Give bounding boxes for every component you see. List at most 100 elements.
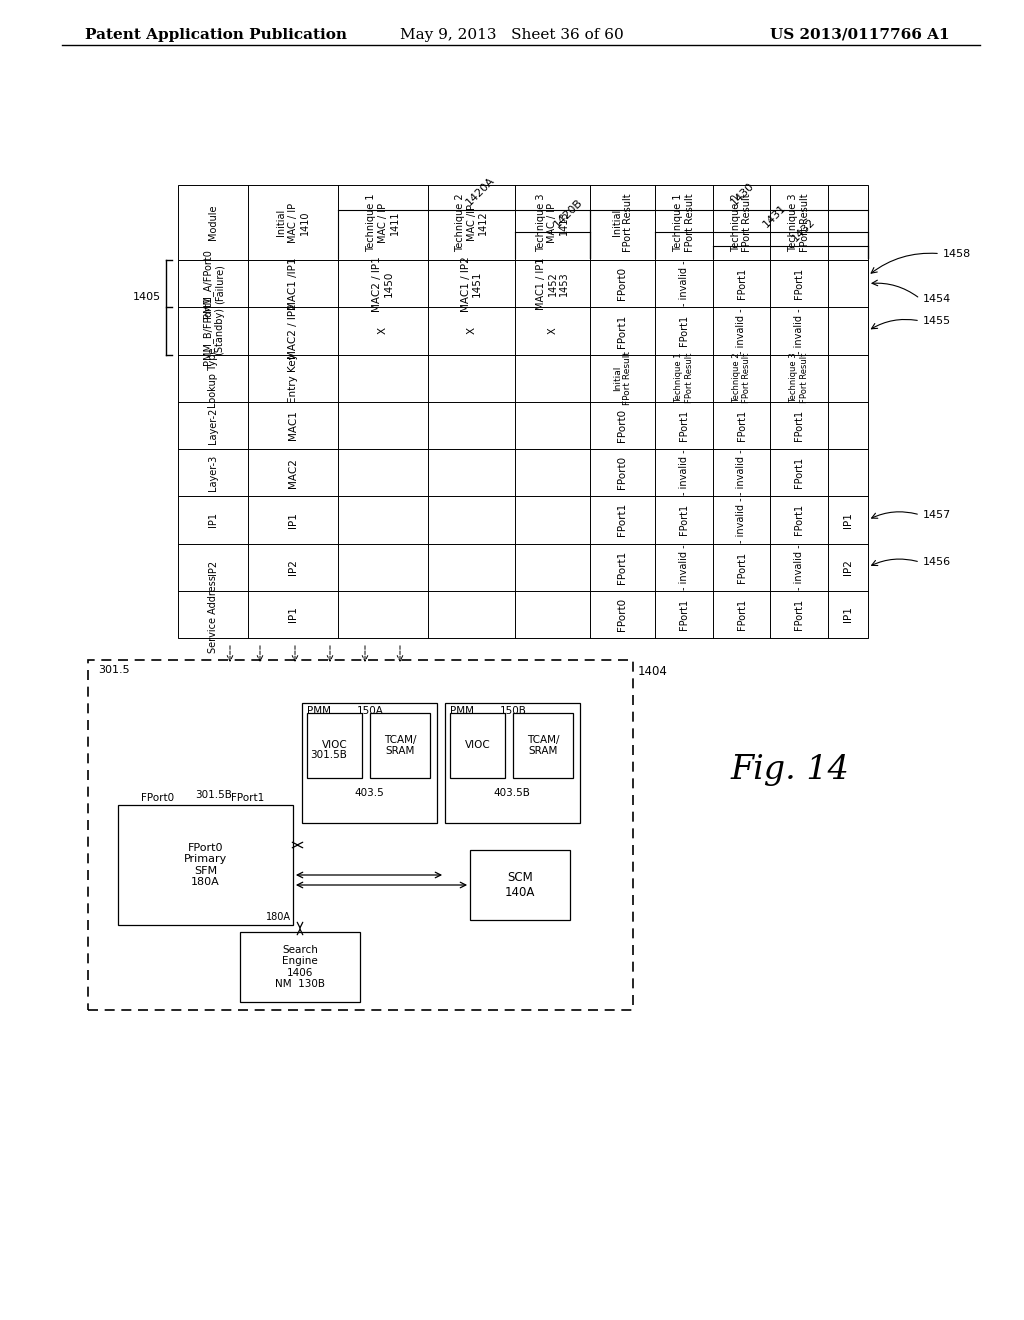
- Text: FPort1: FPort1: [679, 599, 689, 630]
- Text: Technique 2
MAC /IP
1412: Technique 2 MAC /IP 1412: [455, 193, 488, 252]
- Text: US 2013/0117766 A1: US 2013/0117766 A1: [770, 28, 950, 42]
- Text: - invalid -: - invalid -: [679, 544, 689, 590]
- Text: Layer-2: Layer-2: [208, 407, 218, 444]
- Text: Layer-3: Layer-3: [208, 454, 218, 491]
- Text: IP1: IP1: [288, 512, 298, 528]
- Text: IP1: IP1: [208, 512, 218, 528]
- Text: Initial
FPort Result: Initial FPort Result: [611, 193, 633, 252]
- Text: Technique 2
FPort Result: Technique 2 FPort Result: [731, 193, 753, 252]
- Text: FPort1: FPort1: [736, 409, 746, 441]
- Text: FPort0: FPort0: [617, 409, 628, 442]
- Text: MAC1 / IP1
1452
1453: MAC1 / IP1 1452 1453: [536, 257, 569, 310]
- Text: FPort1: FPort1: [679, 409, 689, 441]
- Text: Technique 3
FPort Result: Technique 3 FPort Result: [790, 352, 809, 404]
- Text: IP1: IP1: [843, 606, 853, 622]
- Text: FPort1: FPort1: [794, 268, 804, 300]
- Bar: [178, 260, 868, 638]
- Text: PMM_A/FPort0
(Failure): PMM_A/FPort0 (Failure): [202, 249, 224, 318]
- Text: May 9, 2013   Sheet 36 of 60: May 9, 2013 Sheet 36 of 60: [400, 28, 624, 42]
- Bar: [513, 713, 573, 777]
- Bar: [88, 660, 633, 1010]
- Text: - invalid -: - invalid -: [679, 450, 689, 495]
- Text: MAC2: MAC2: [288, 458, 298, 487]
- Text: MAC1 / IP2
1451: MAC1 / IP2 1451: [461, 256, 482, 312]
- Text: FPort1: FPort1: [617, 503, 628, 536]
- Text: Entry Key: Entry Key: [288, 354, 298, 403]
- Text: MAC2 / IP2: MAC2 / IP2: [288, 304, 298, 359]
- Text: Initial
FPort Result: Initial FPort Result: [612, 351, 632, 405]
- Text: Technique 2
FPort Result: Technique 2 FPort Result: [732, 352, 752, 404]
- Text: 301.5B: 301.5B: [310, 750, 347, 760]
- Text: Technique 1
FPort Result: Technique 1 FPort Result: [674, 352, 693, 404]
- Text: FPort1: FPort1: [794, 599, 804, 630]
- Text: FPort0
Primary
SFM
180A: FPort0 Primary SFM 180A: [184, 842, 227, 887]
- Text: 1431: 1431: [762, 202, 788, 228]
- Text: Initial
MAC / IP
1410: Initial MAC / IP 1410: [276, 202, 309, 243]
- Text: Patent Application Publication: Patent Application Publication: [85, 28, 347, 42]
- Text: PMM_B/FPort1
(Standby): PMM_B/FPort1 (Standby): [202, 297, 224, 366]
- Text: IP2: IP2: [208, 560, 218, 574]
- Text: 1405: 1405: [133, 292, 161, 302]
- Text: FPort1: FPort1: [736, 552, 746, 582]
- Text: 1457: 1457: [923, 510, 951, 520]
- Bar: [370, 713, 430, 777]
- Text: - invalid -: - invalid -: [736, 308, 746, 354]
- Text: SCM
140A: SCM 140A: [505, 871, 536, 899]
- Text: X: X: [467, 327, 476, 334]
- Text: - invalid -: - invalid -: [736, 498, 746, 543]
- Text: FPort1: FPort1: [617, 550, 628, 583]
- Text: MAC1 /IP1: MAC1 /IP1: [288, 257, 298, 310]
- Text: FPort1: FPort1: [231, 793, 264, 803]
- Bar: [240, 932, 360, 1002]
- Text: PMM: PMM: [307, 706, 331, 715]
- Text: Lookup Type: Lookup Type: [208, 348, 218, 408]
- Text: Service Address: Service Address: [208, 576, 218, 653]
- Bar: [470, 850, 570, 920]
- Text: 1420A: 1420A: [464, 174, 497, 207]
- Text: FPort0: FPort0: [617, 598, 628, 631]
- Bar: [450, 713, 505, 777]
- Text: - invalid -: - invalid -: [794, 308, 804, 354]
- Text: FPort0: FPort0: [617, 457, 628, 490]
- Text: - invalid -: - invalid -: [794, 544, 804, 590]
- Text: FPort1: FPort1: [736, 599, 746, 630]
- Text: 1454: 1454: [923, 293, 951, 304]
- Text: IP1: IP1: [843, 512, 853, 528]
- Bar: [307, 713, 362, 777]
- Text: FPort1: FPort1: [794, 409, 804, 441]
- Text: FPort0: FPort0: [617, 267, 628, 300]
- Text: Technique 3
FPort Result: Technique 3 FPort Result: [788, 193, 810, 252]
- Text: X: X: [378, 327, 388, 334]
- Text: TCAM/
SRAM: TCAM/ SRAM: [384, 735, 416, 756]
- Text: IP2: IP2: [843, 560, 853, 576]
- Text: FPort1: FPort1: [679, 315, 689, 346]
- Text: Technique 1
FPort Result: Technique 1 FPort Result: [673, 193, 695, 252]
- Text: 1456: 1456: [923, 557, 951, 568]
- Text: - invalid -: - invalid -: [736, 450, 746, 495]
- Text: 1458: 1458: [943, 248, 971, 259]
- Text: - invalid -: - invalid -: [679, 261, 689, 306]
- Bar: [178, 185, 868, 260]
- Text: 150A: 150A: [357, 706, 384, 715]
- Text: Fig. 14: Fig. 14: [730, 754, 850, 785]
- Text: 1420B: 1420B: [553, 197, 585, 228]
- Text: FPort0: FPort0: [141, 793, 174, 803]
- Bar: [118, 805, 293, 925]
- Text: 1404: 1404: [638, 665, 668, 678]
- Text: 1430: 1430: [729, 180, 756, 207]
- Text: Technique 3
MAC / IP
1413: Technique 3 MAC / IP 1413: [536, 193, 569, 252]
- Text: FPort1: FPort1: [679, 504, 689, 536]
- Text: 180A: 180A: [266, 912, 291, 921]
- Text: 150B: 150B: [500, 706, 527, 715]
- Text: X: X: [548, 327, 557, 334]
- Text: IP1: IP1: [288, 606, 298, 622]
- Text: 403.5B: 403.5B: [494, 788, 530, 799]
- Text: FPort1: FPort1: [617, 314, 628, 347]
- Bar: [445, 704, 580, 822]
- Text: PMM: PMM: [450, 706, 474, 715]
- Text: VIOC: VIOC: [322, 741, 347, 751]
- Text: Module: Module: [208, 205, 218, 240]
- Text: MAC2 / IP1
1450: MAC2 / IP1 1450: [372, 256, 394, 312]
- Bar: [302, 704, 437, 822]
- Text: FPort1: FPort1: [794, 457, 804, 488]
